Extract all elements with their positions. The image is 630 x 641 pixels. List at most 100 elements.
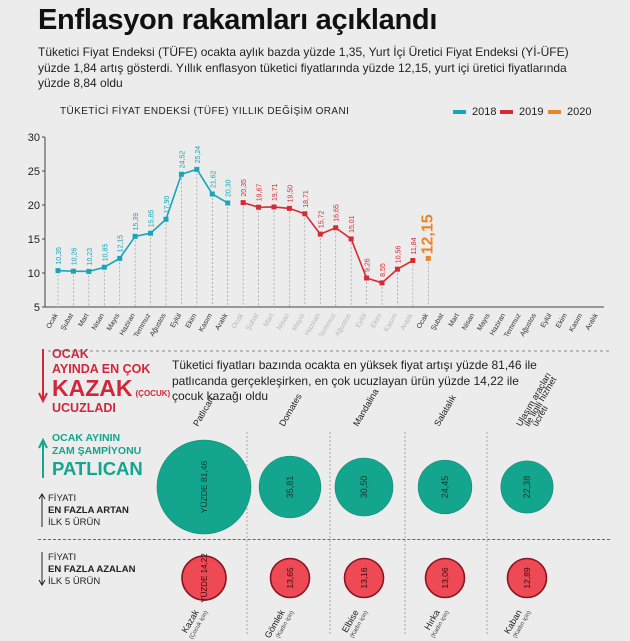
decrease-bubble [269,557,311,599]
data-label-2018: 15,39 [133,213,140,231]
data-point-2019 [302,211,308,217]
increase-value: 24,45 [440,476,450,499]
data-point-2018 [86,268,92,274]
increase-value: YÜZDE 81,46 [199,461,209,514]
data-point-2018 [163,216,169,222]
up-arrow-icon [38,438,48,478]
data-label-2019: 18,71 [303,190,310,208]
increase-label-l1: FİYATI [48,493,77,504]
data-point-2019 [394,266,400,272]
data-label-2018: 25,24 [195,146,202,164]
increase-name: Salatalık [432,393,458,428]
ocak-line1: OCAK [52,347,89,361]
data-label-2019: 11,84 [411,237,418,254]
data-point-2018 [178,171,184,177]
legend-label-2020: 2020 [567,106,592,118]
champion-big: PATLICAN [52,458,143,479]
decrease-value: 13,16 [359,567,369,589]
down-arrow-icon [38,349,48,404]
increase-bubble [500,460,554,514]
data-label-2018: 10,23 [87,248,94,266]
data-point-2019 [317,231,323,237]
decrease-value: YÜZDE 14,22 [200,553,209,603]
ocak-big: KAZAK [52,375,133,401]
legend-swatch-2019 [500,110,513,114]
data-point-2020 [425,255,431,261]
data-label-2019: 8,55 [380,263,387,277]
page-title: Enflasyon rakamları açıklandı [38,4,438,36]
data-label-2018: 24,52 [179,151,186,169]
increase-name: Patlıcan [191,395,216,428]
data-point-2018 [117,255,123,261]
decrease-value: 13,06 [440,567,450,589]
data-point-2018 [101,264,107,270]
intro-text: Tüketici Fiyat Endeksi (TÜFE) ocakta ayl… [38,45,569,90]
y-tick-label: 10 [28,268,40,280]
increase-label-l2: EN FAZLA ARTAN [48,505,129,516]
data-label-2018: 15,85 [149,210,156,228]
decrease-value: 13,65 [285,567,295,589]
data-point-2018 [225,200,231,206]
champion-line2: ZAM ŞAMPİYONU [52,445,142,457]
data-label-2019: 9,26 [365,258,372,272]
decrease-label-l1: FİYATI [48,552,77,563]
up-small-arrow-icon [38,493,46,527]
increase-bubble [258,455,322,519]
decrease-value: 12,89 [522,567,532,589]
data-point-2019 [271,204,277,210]
legend-2018: 2018 [453,106,496,118]
data-label-2019: 19,71 [272,183,279,201]
ocak-paren: (ÇOCUK) [135,389,171,398]
separator-lower [38,539,610,540]
data-label-2018: 17,90 [164,196,171,214]
data-point-2019 [364,275,370,281]
ocak-line3: UCUZLADI [52,401,116,415]
decrease-label-l2: EN FAZLA AZALAN [48,564,136,575]
data-point-2019 [256,204,262,210]
decrease-bubble [343,557,385,599]
data-label-2018: 10,85 [102,244,109,262]
series-line-2018 [57,168,229,273]
data-point-2018 [55,268,61,274]
data-label-2018: 21,62 [210,170,217,188]
data-point-2019 [240,200,246,206]
decrease-bubble [506,557,548,599]
decrease-bubble [424,557,466,599]
increase-value: 22,38 [522,476,532,499]
increase-name: Domates [277,391,304,428]
data-point-2019 [286,205,292,211]
data-label-2019: 16,65 [334,204,341,222]
data-label-2019: 15,72 [318,210,325,228]
increase-value: 30,50 [359,476,369,499]
data-label-2020: 12,15 [419,214,436,254]
increase-bubble [156,439,252,535]
data-point-2018 [209,191,215,197]
champion-line1: OCAK AYININ [52,432,121,444]
data-label-2018: 10,35 [56,247,63,265]
data-label-2018: 12,15 [118,235,125,253]
y-tick-label: 30 [28,132,40,144]
legend-swatch-2020 [548,110,561,114]
data-label-2018: 20,30 [226,179,233,197]
increase-label-l3: İLK 5 ÜRÜN [48,517,101,528]
y-tick-label: 15 [28,234,40,246]
data-point-2019 [410,257,416,263]
increase-bubble [334,457,394,517]
increase-value: 35,81 [285,476,295,499]
down-small-arrow-icon [38,552,46,586]
data-point-2019 [379,280,385,286]
data-point-2019 [348,236,354,242]
data-label-2019: 19,67 [257,184,264,202]
data-point-2018 [132,233,138,239]
decrease-bubble [181,555,227,601]
series-line-2019 [242,201,414,284]
data-point-2018 [70,268,76,274]
data-label-2019: 10,56 [395,246,402,264]
data-point-2019 [333,225,339,231]
data-label-2018: 10,26 [71,248,78,266]
summary-description: Tüketici fiyatları bazında ocakta en yük… [172,358,537,403]
legend-swatch-2018 [453,110,466,114]
y-tick-label: 5 [34,302,40,314]
